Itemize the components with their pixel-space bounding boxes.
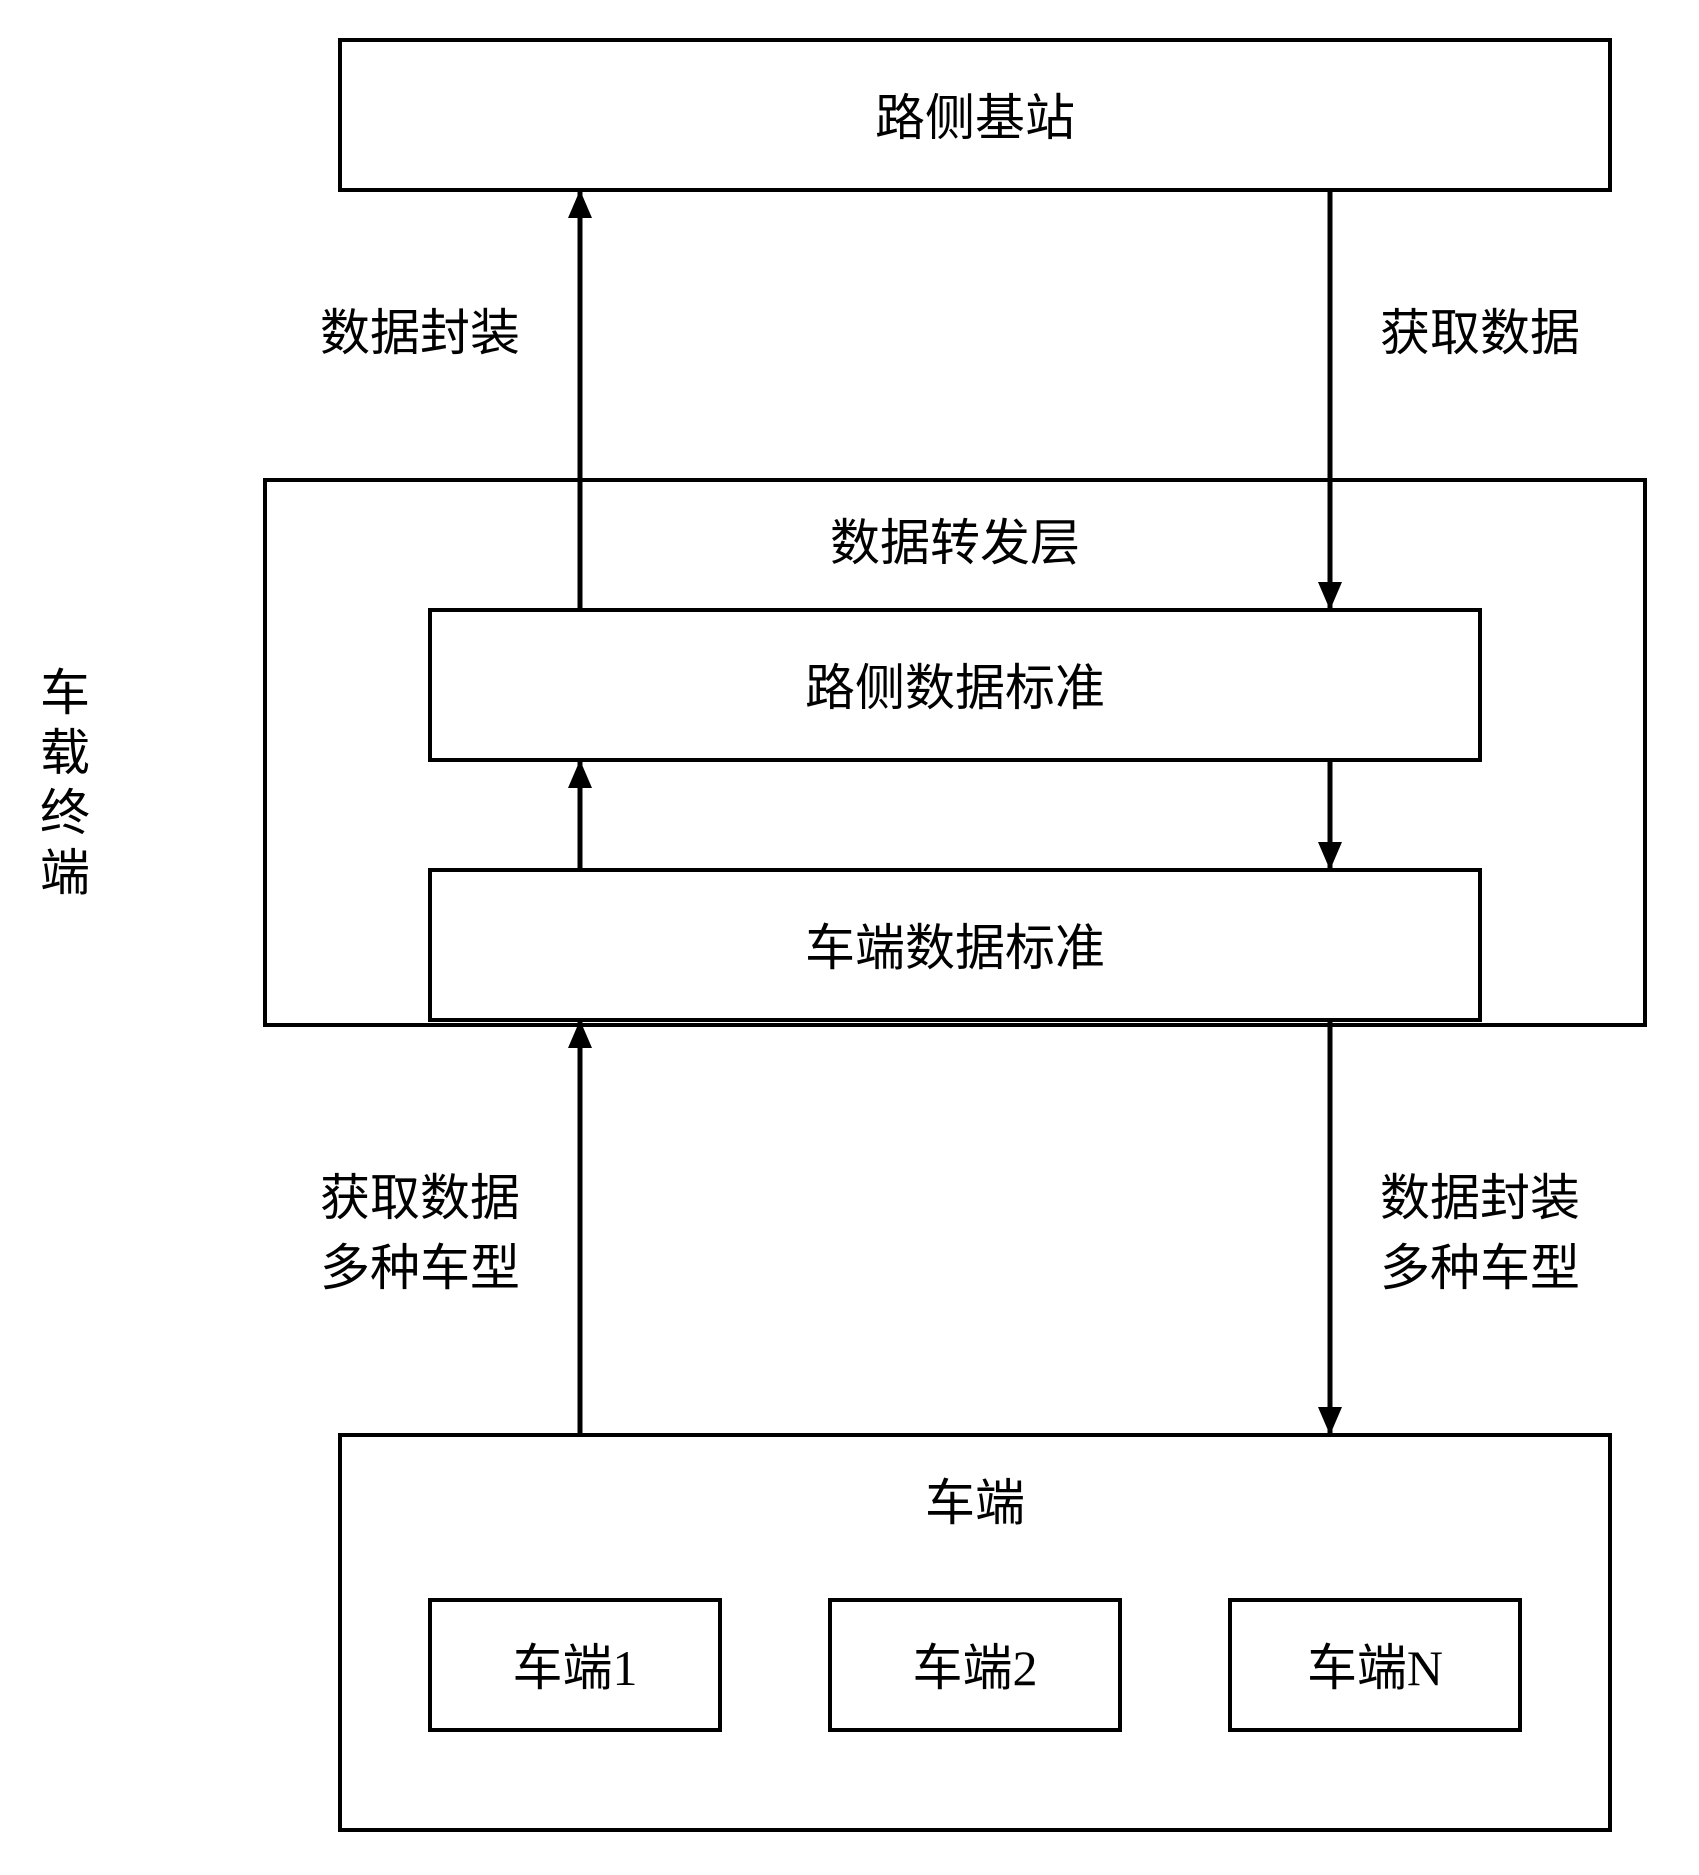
side-label: 车载终端 [40, 665, 90, 901]
arrow-label-low_up: 获取数据多种车型 [320, 1170, 520, 1296]
arrow-label-down_right: 获取数据 [1380, 305, 1580, 361]
vehicle_std-label: 车端数据标准 [805, 920, 1105, 976]
vehicleN-label: 车端N [1307, 1640, 1443, 1696]
vehicle2-label: 车端2 [913, 1640, 1038, 1696]
roadside_station-label: 路侧基站 [875, 90, 1075, 146]
vehicle_end-label: 车端 [925, 1475, 1025, 1531]
roadside_std-label: 路侧数据标准 [805, 660, 1105, 716]
forward_layer-label: 数据转发层 [830, 515, 1080, 571]
arrow-label-low_down: 数据封装多种车型 [1380, 1170, 1580, 1296]
arrow-label-up_left: 数据封装 [320, 305, 520, 361]
vehicle1-label: 车端1 [513, 1640, 638, 1696]
